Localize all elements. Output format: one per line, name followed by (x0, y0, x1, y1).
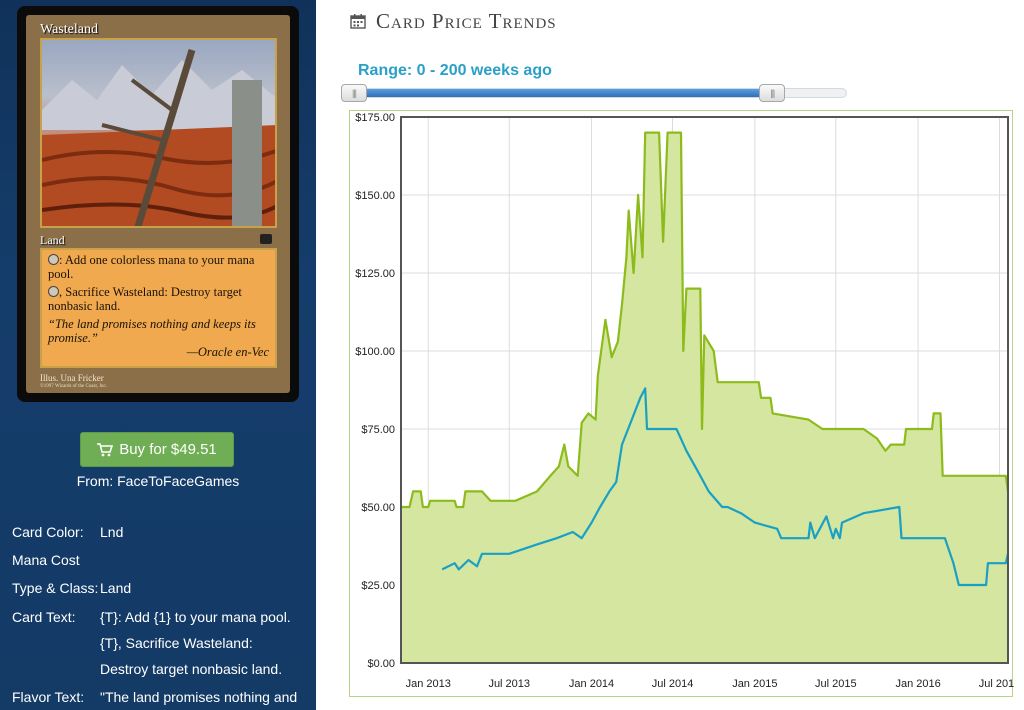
card-copyright: ©1997 Wizards of the Coast, Inc. (40, 384, 107, 389)
page-title: Card Price Trends (350, 6, 557, 36)
card-sidebar: Wasteland Land : Add one colorless mana … (0, 0, 316, 710)
card-text-line-3: Destroy target nonbasic land. (100, 661, 283, 677)
x-tick-label: Jul 2015 (815, 678, 857, 690)
y-tick-label: $150.00 (355, 190, 395, 202)
mana-cost-label: Mana Cost (12, 552, 80, 568)
y-tick-label: $175.00 (355, 112, 395, 124)
card-color-value: Lnd (100, 524, 124, 540)
x-tick-label: Jul 2016 (979, 678, 1014, 690)
range-label: Range: 0 - 200 weeks ago (358, 62, 552, 79)
x-tick-label: Jul 2014 (652, 678, 694, 690)
flavor-text-value: "The land promises nothing and (100, 689, 298, 705)
type-class-value: Land (100, 580, 132, 596)
buy-button[interactable]: Buy for $49.51 (80, 432, 234, 467)
card-flavor-attribution: —Oracle en-Vec (186, 345, 269, 359)
range-slider[interactable]: ||| ||| (341, 84, 847, 102)
y-tick-label: $100.00 (355, 346, 395, 358)
card-type-line: Land (40, 233, 65, 247)
plot-border (400, 116, 1009, 664)
card-color-label: Card Color: (12, 524, 84, 540)
card-artwork (40, 38, 277, 228)
range-slider-fill (343, 89, 773, 97)
card-illustrator: Illus. Una Fricker (40, 373, 104, 383)
series-line-2 (441, 387, 1010, 587)
card-text-line-1: {T}: Add {1} to your mana pool. (100, 609, 291, 625)
series-line-1 (401, 131, 1010, 509)
series-area-1 (401, 132, 1008, 664)
tap-symbol-icon (48, 254, 59, 265)
card-rule-2: , Sacrifice Wasteland: Destroy target no… (48, 285, 242, 313)
x-tick-label: Jan 2013 (406, 678, 451, 690)
x-tick-label: Jan 2014 (569, 678, 614, 690)
flavor-text-label: Flavor Text: (12, 689, 85, 705)
calendar-icon (350, 14, 366, 29)
tap-symbol-icon (48, 286, 59, 297)
type-class-label: Type & Class: (12, 580, 99, 596)
card-image: Wasteland Land : Add one colorless mana … (17, 6, 299, 402)
x-tick-label: Jan 2016 (895, 678, 940, 690)
range-slider-handle-max[interactable]: ||| (759, 84, 786, 102)
buy-button-label: Buy for $49.51 (119, 441, 217, 458)
card-flavor-text: “The land promises nothing and keeps its… (48, 317, 256, 345)
card-text-label: Card Text: (12, 609, 76, 625)
price-chart: $0.00 $25.00 $50.00 $75.00 $100.00 $125.00 $15… (349, 110, 1014, 697)
price-chart-svg: $0.00 $25.00 $50.00 $75.00 $100.00 $125.00 $15… (355, 112, 1014, 690)
y-tick-label: $25.00 (361, 580, 395, 592)
card-textbox: : Add one colorless mana to your mana po… (40, 248, 277, 368)
card-rule-1: : Add one colorless mana to your mana po… (48, 253, 255, 281)
set-symbol-icon (260, 234, 272, 244)
card-text-line-2: {T}, Sacrifice Wasteland: (100, 635, 253, 651)
x-tick-label: Jan 2015 (732, 678, 777, 690)
page-title-text: Card Price Trends (376, 8, 557, 33)
seller-text: From: FaceToFaceGames (76, 473, 240, 489)
y-tick-label: $125.00 (355, 268, 395, 280)
card-face: Wasteland Land : Add one colorless mana … (26, 15, 290, 393)
shopping-cart-icon (97, 442, 114, 456)
y-tick-label: $50.00 (361, 502, 395, 514)
y-tick-label: $75.00 (361, 424, 395, 436)
card-name: Wasteland (40, 22, 98, 37)
y-tick-label: $0.00 (367, 658, 395, 670)
x-tick-label: Jul 2013 (488, 678, 530, 690)
range-slider-handle-min[interactable]: ||| (341, 84, 367, 102)
